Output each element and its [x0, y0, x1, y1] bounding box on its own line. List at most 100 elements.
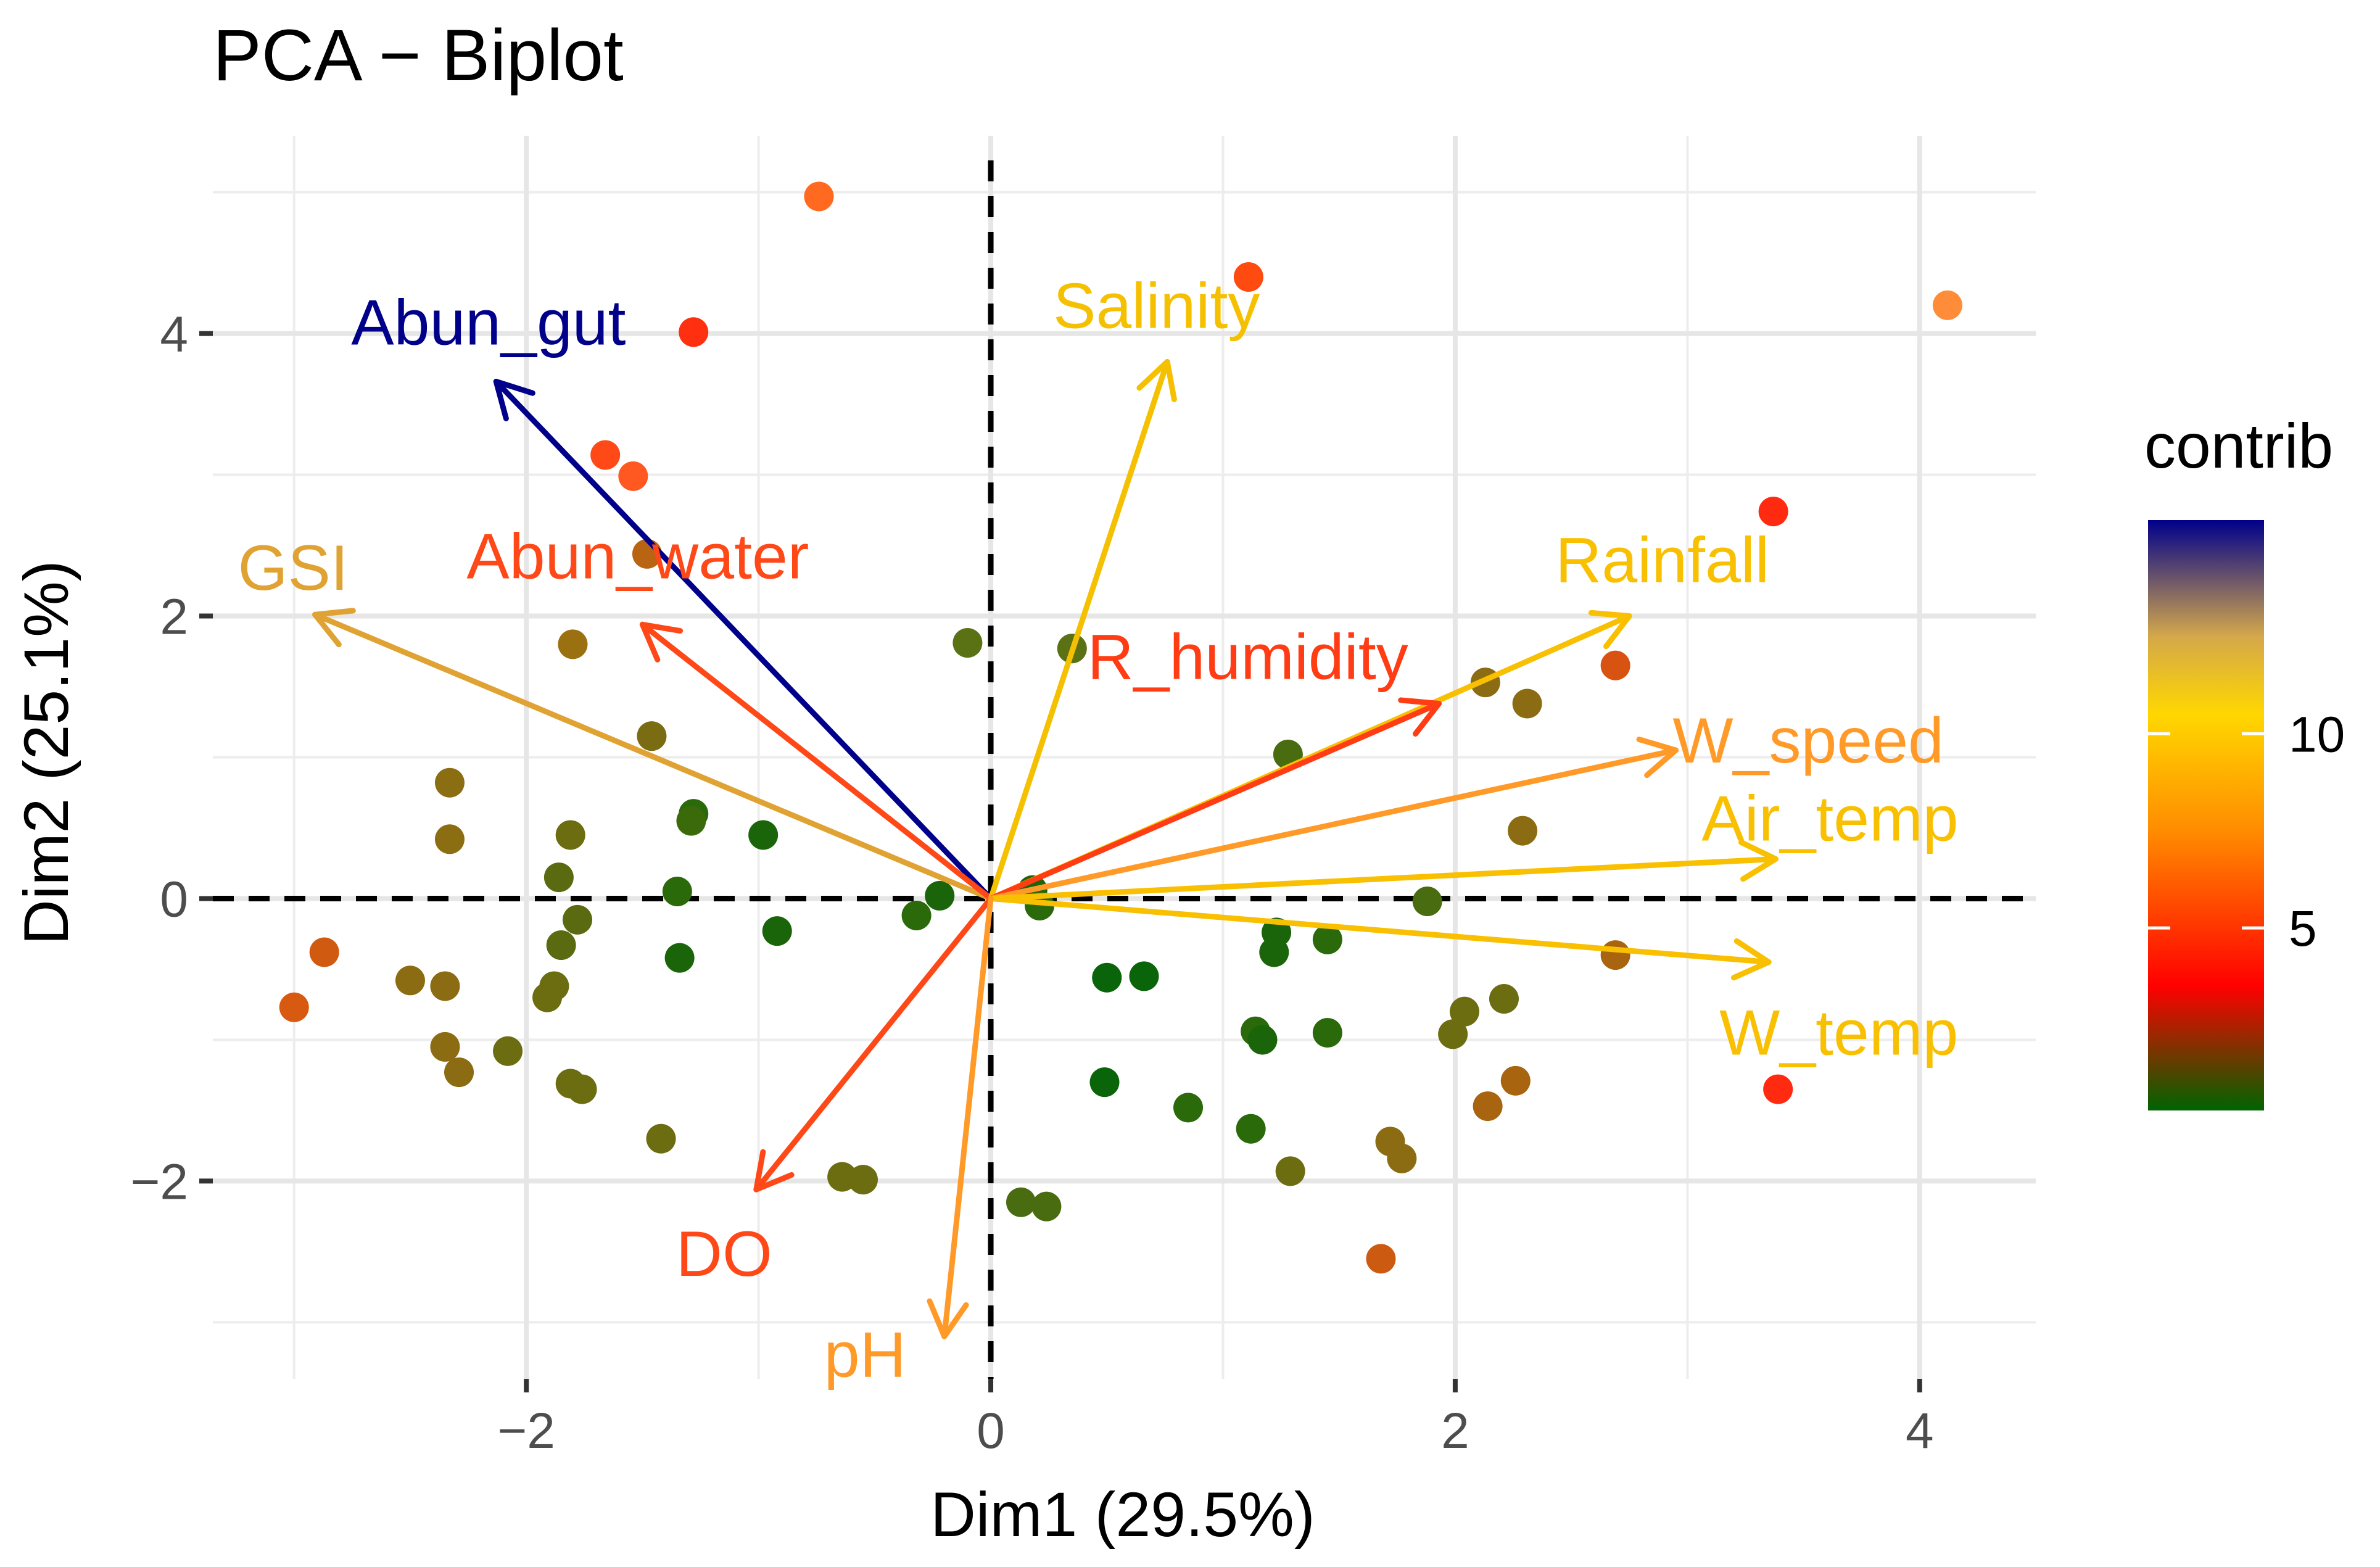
- individual-point: [925, 880, 955, 911]
- variable-arrowhead: [312, 608, 356, 648]
- individual-point: [646, 1123, 676, 1154]
- y-tick-label: −2: [131, 1154, 189, 1210]
- individual-point: [1758, 497, 1788, 527]
- individual-point: [748, 820, 779, 850]
- individual-point: [563, 904, 592, 935]
- x-tick-label: 2: [1441, 1403, 1469, 1459]
- x-tick-label: −2: [497, 1403, 555, 1459]
- y-tick-label: 2: [160, 589, 188, 645]
- variable-label: Abun_gut: [351, 287, 626, 358]
- y-tick-label: 0: [160, 871, 188, 927]
- variable-arrow-salinity: [988, 358, 1170, 901]
- individual-point: [1031, 1191, 1062, 1222]
- individual-point: [1312, 924, 1342, 954]
- variable-arrowhead: [1136, 358, 1177, 402]
- individual-point: [532, 982, 563, 1012]
- individual-point: [1449, 996, 1479, 1027]
- individual-point: [1763, 1074, 1793, 1104]
- individual-point: [664, 943, 695, 973]
- x-axis-label: Dim1 (29.5%): [930, 1479, 1315, 1550]
- variable-label: W_speed: [1673, 705, 1944, 777]
- variable-arrow-w-temp: [988, 895, 1772, 965]
- variable-arrow-abun-gut: [493, 378, 994, 901]
- individual-point: [1489, 984, 1519, 1014]
- x-tick-label: 4: [1906, 1403, 1934, 1459]
- individual-point: [558, 629, 588, 659]
- variable-arrow-w-speed: [988, 747, 1679, 901]
- plot-panel: −2 0 2 4 −2 0 2 4 Abun_gut GSI Abun_water Salinity R…: [131, 136, 2036, 1459]
- chart-title: PCA − Biplot: [213, 15, 624, 96]
- variable-arrowhead: [493, 378, 535, 421]
- individual-point: [1600, 650, 1630, 680]
- individual-point: [1247, 1025, 1278, 1055]
- individual-point: [1006, 1187, 1036, 1217]
- individual-point: [1508, 816, 1538, 846]
- individual-point: [543, 862, 574, 893]
- legend-title: contrib: [2144, 411, 2333, 481]
- variable-arrowhead: [1398, 697, 1442, 737]
- individual-point: [1473, 1091, 1503, 1122]
- individual-point: [1259, 937, 1289, 967]
- individual-point: [762, 916, 792, 946]
- individual-point: [1233, 262, 1263, 292]
- individual-point: [1129, 961, 1159, 991]
- variable-label: Rainfall: [1555, 525, 1769, 597]
- individual-point: [1173, 1093, 1204, 1123]
- variable-label: GSI: [238, 532, 349, 604]
- individual-point: [1438, 1019, 1468, 1049]
- legend-tick-label: 5: [2289, 901, 2317, 957]
- individual-point: [1089, 1067, 1120, 1098]
- variable-arrow-r-humidity: [988, 700, 1442, 901]
- variable-arrow-gsi: [312, 611, 994, 901]
- individual-point: [1500, 1065, 1531, 1096]
- variable-arrowhead: [639, 621, 684, 663]
- variable-label: W_temp: [1719, 998, 1958, 1069]
- individual-point: [1512, 688, 1542, 719]
- individual-point: [430, 971, 460, 1001]
- individual-point: [804, 181, 834, 212]
- variable-arrow-do: [753, 895, 994, 1193]
- individual-point: [901, 900, 932, 930]
- individual-point: [1236, 1114, 1266, 1144]
- variable-label: Air_temp: [1701, 783, 1958, 854]
- variable-label: Salinity: [1053, 270, 1260, 342]
- individual-point: [444, 1057, 474, 1088]
- individual-point: [567, 1074, 597, 1104]
- individual-point: [590, 440, 621, 470]
- individual-point: [1092, 962, 1122, 993]
- individual-point: [395, 965, 425, 996]
- individual-point: [279, 992, 309, 1022]
- individual-point: [848, 1165, 878, 1195]
- variable-arrowhead: [1738, 839, 1779, 882]
- individual-point: [676, 806, 706, 836]
- individual-point: [1366, 1244, 1396, 1274]
- legend-tick-label: 10: [2289, 706, 2345, 763]
- variable-arrowhead: [753, 1149, 795, 1193]
- x-tick-label: 0: [977, 1403, 1005, 1459]
- variable-arrowhead: [1636, 737, 1679, 779]
- individual-point: [1412, 887, 1442, 917]
- variable-arrow-abun-water: [639, 621, 994, 901]
- individual-point: [679, 317, 709, 347]
- individual-point: [493, 1036, 523, 1066]
- variable-arrowhead: [1730, 938, 1772, 981]
- individual-point: [1275, 1156, 1305, 1186]
- individual-point: [1600, 940, 1630, 970]
- variable-label: Abun_water: [466, 521, 809, 592]
- y-axis-label: Dim2 (25.1%): [11, 560, 81, 945]
- individual-point: [637, 721, 667, 751]
- variable-label: pH: [824, 1319, 906, 1391]
- individual-point: [618, 461, 648, 491]
- individual-point: [430, 1032, 460, 1062]
- individual-point: [1387, 1143, 1417, 1173]
- individual-point: [662, 877, 692, 907]
- variable-arrow-air-temp: [988, 856, 1779, 901]
- individual-point: [434, 767, 465, 798]
- individual-point: [546, 930, 576, 961]
- individual-point: [952, 628, 983, 658]
- individual-point: [555, 820, 585, 850]
- variable-label: R_humidity: [1088, 621, 1408, 693]
- individual-point: [1312, 1018, 1342, 1048]
